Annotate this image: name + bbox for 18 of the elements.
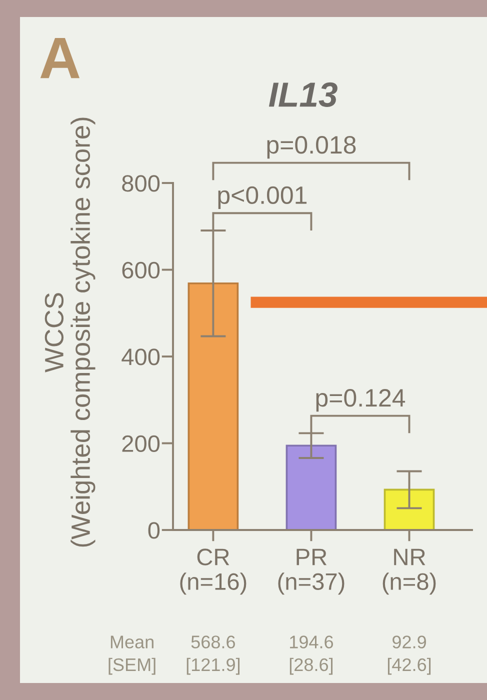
y-tick-label: 0 [148,522,160,539]
x-tick-label: PR (n=37) [278,548,344,595]
chart-title: IL13 [268,82,338,107]
x-tick-label: CR (n=16) [180,548,246,595]
text: A [40,38,80,78]
data-label: 568.6 [121.9] [186,636,240,675]
data-label: 92.9 [42.6] [388,636,431,675]
y-axis-title: WCCS (Weighted composite cytokine score) [44,118,96,547]
y-tick-label: 400 [122,348,160,366]
y-tick-label: 200 [122,435,160,452]
x-tick-label: NR (n=8) [382,548,436,595]
text: Mean [SEM] [108,636,156,675]
text: p=0.018 [267,136,356,159]
y-tick-label: 800 [122,175,160,192]
annotation: p<0.001 [218,186,307,209]
y-tick-label: 600 [122,262,160,279]
annotation: p=0.124 [316,389,406,412]
data-label: 194.6 [28.6] [290,636,334,675]
